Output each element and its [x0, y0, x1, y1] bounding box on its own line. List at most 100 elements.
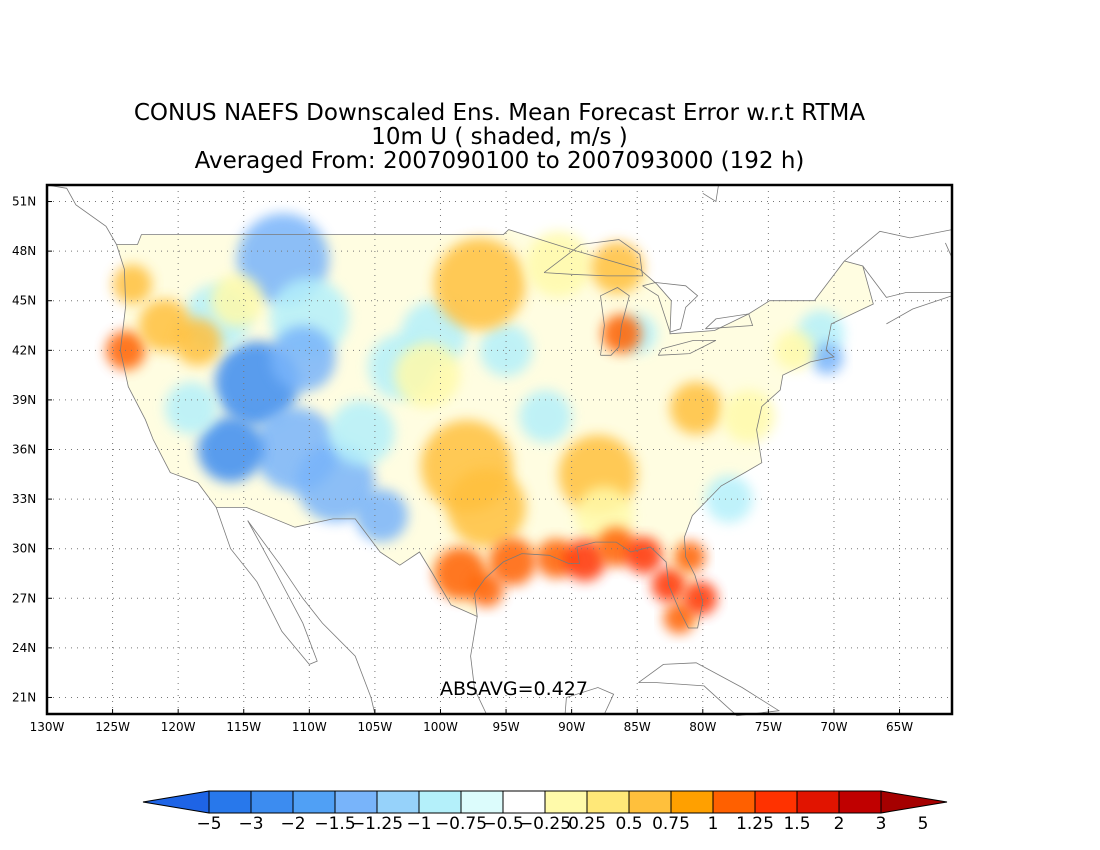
lat-tick-label: 39N [12, 393, 36, 407]
title-line-1: CONUS NAEFS Downscaled Ens. Mean Forecas… [133, 100, 866, 126]
coast-cuba [638, 662, 781, 717]
field-blob [174, 318, 222, 366]
colorbar-box [250, 790, 294, 814]
lat-tick-label: 24N [12, 641, 36, 655]
colorbar-box [586, 790, 630, 814]
colorbar-label: −0.25 [519, 814, 571, 834]
colorbar-label: −0.5 [482, 814, 523, 834]
colorbar-label: 1.5 [783, 814, 810, 834]
field-blob [394, 342, 461, 408]
colorbar-label: 3 [876, 814, 887, 834]
colorbar-right-arrow [880, 790, 948, 814]
coast-gulf_mex [470, 616, 487, 715]
coast-gaspe [844, 229, 953, 262]
colorbar-label: −1.5 [314, 814, 355, 834]
field-blob [447, 468, 526, 547]
lon-tick-label: 105W [358, 720, 393, 734]
colorbar-box [628, 790, 672, 814]
lat-tick-label: 27N [12, 591, 36, 605]
colorbar-box [376, 790, 420, 814]
field-blob [270, 325, 336, 392]
lon-tick-label: 80W [689, 720, 716, 734]
longitude-labels: 130W 125W 120W 115W 110W 105W 100W 95W 90W 85W 80W… [30, 720, 914, 734]
lat-tick-label: 42N [12, 343, 36, 357]
lat-tick-label: 45N [12, 294, 36, 308]
colorbar-box [460, 790, 504, 814]
coast-mexico [215, 507, 318, 665]
absavg-annotation: ABSAVG=0.427 [440, 678, 588, 700]
colorbar-box [712, 790, 756, 814]
lon-tick-label: 115W [226, 720, 261, 734]
field-blob [165, 382, 218, 435]
colorbar-label: 0.75 [652, 814, 690, 834]
lon-tick-label: 85W [624, 720, 651, 734]
lat-tick-label: 21N [12, 690, 36, 704]
field-blob [112, 264, 152, 304]
coast-hudson [702, 184, 719, 203]
coast-lake_erie [657, 339, 717, 356]
shaded-field [106, 213, 874, 634]
coast-lake_mich [600, 287, 630, 356]
colorbar-left-arrow [142, 790, 210, 814]
field-blob [601, 314, 642, 354]
chart-title-block: CONUS NAEFS Downscaled Ens. Mean Forecas… [47, 101, 952, 173]
colorbar-box [418, 790, 462, 814]
lon-tick-label: 125W [95, 720, 130, 734]
colorbar-label: −3 [238, 814, 263, 834]
field-blob [488, 538, 537, 586]
field-blob [211, 274, 264, 327]
coast-lake_sup [543, 239, 643, 277]
field-blob [625, 536, 663, 574]
field-blob [525, 231, 592, 298]
lat-tick-label: 33N [12, 492, 36, 506]
field-blob [197, 416, 264, 483]
colorbar-box [670, 790, 714, 814]
colorbar-box [502, 790, 546, 814]
field-blob [329, 400, 395, 466]
lon-tick-label: 75W [755, 720, 782, 734]
field-blob [469, 572, 504, 608]
colorbar-box [292, 790, 336, 814]
field-blob [519, 390, 572, 443]
colorbar: −5 −3 −2 −1.5−1.25 −1 −0.75−0.5−0.250.25 0.5 0.… [142, 790, 948, 834]
title-line-3: Averaged From: 2007090100 to 2007093000 … [194, 148, 805, 174]
field-blob [479, 324, 533, 377]
lon-tick-label: 100W [423, 720, 458, 734]
colorbar-label: −2 [280, 814, 305, 834]
lon-tick-label: 90W [558, 720, 585, 734]
map-frame [45, 183, 954, 716]
coast-lake_ont [705, 313, 754, 330]
field-blob [563, 539, 606, 582]
coast-lake_huron [642, 282, 699, 333]
colorbar-label: −5 [196, 814, 221, 834]
colorbar-box [754, 790, 798, 814]
field-blob [774, 330, 815, 370]
lon-tick-label: 130W [30, 720, 65, 734]
colorbar-label: 1 [708, 814, 719, 834]
colorbar-label: 5 [918, 814, 929, 834]
colorbar-label: 1.25 [736, 814, 774, 834]
latitude-labels: 51N 48N 45N 42N 39N 36N 33N 30N 27N 24N 21N [12, 195, 36, 705]
coast-yucatan [564, 687, 615, 715]
field-blob [355, 489, 408, 542]
field-blob [674, 541, 706, 573]
colorbar-box [796, 790, 840, 814]
lon-tick-label: 120W [161, 720, 196, 734]
field-blob [683, 581, 718, 616]
field-blob [591, 241, 644, 294]
title-line-2: 10m U ( shaded, m/s ) [371, 124, 628, 150]
coast-conus [116, 229, 874, 629]
colorbar-box [838, 790, 882, 814]
colorbar-label: 0.5 [615, 814, 642, 834]
coast-canada_west [46, 184, 117, 245]
field-blob [670, 382, 723, 435]
lat-tick-label: 48N [12, 244, 36, 258]
coast-nova [886, 295, 953, 325]
colorbar-label: −1.25 [351, 814, 403, 834]
lon-tick-label: 110W [292, 720, 327, 734]
coast-mex_main [247, 520, 376, 715]
colorbar-label: 0.25 [568, 814, 606, 834]
field-blob [705, 475, 753, 523]
lon-tick-label: 95W [492, 720, 519, 734]
